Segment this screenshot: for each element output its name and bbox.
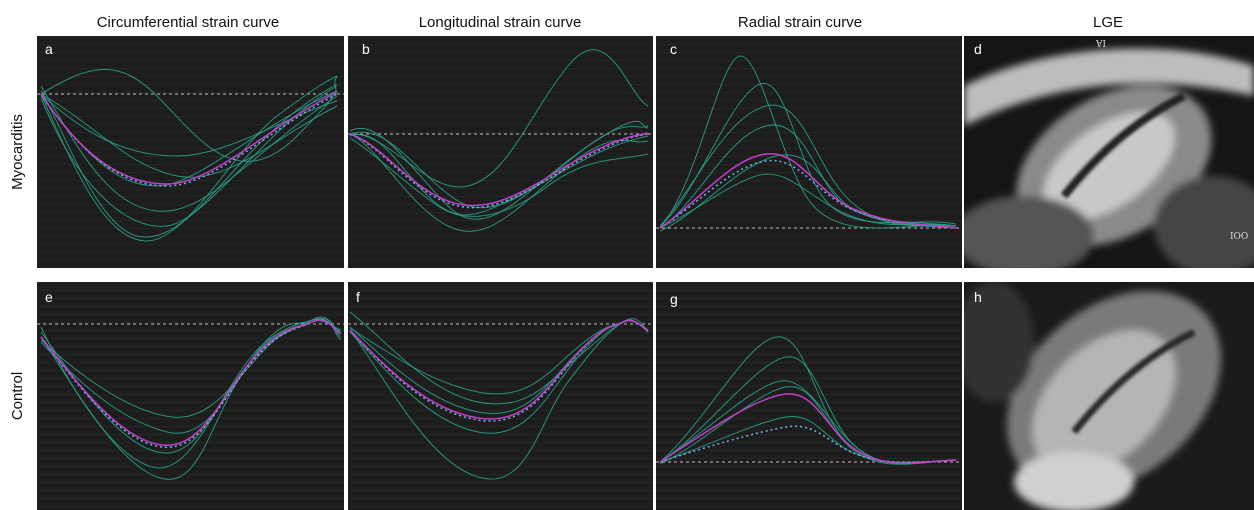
strain-panel: b: [347, 36, 654, 268]
strain-panel: g: [655, 282, 963, 510]
panel-letter: f: [356, 289, 360, 305]
lge-image: d IA IOO: [964, 36, 1254, 268]
panel-letter: c: [670, 41, 677, 57]
column-header: Radial strain curve: [738, 14, 862, 31]
image-marker: IOO: [1230, 232, 1248, 242]
strain-panel: a: [36, 36, 345, 268]
panel-letter: h: [974, 289, 982, 305]
panel-letter: a: [45, 41, 53, 57]
strain-panel: f: [347, 282, 654, 510]
strain-panel: e: [36, 282, 345, 510]
column-header: Longitudinal strain curve: [419, 14, 582, 31]
row-label: Myocarditis: [9, 114, 26, 190]
column-header: Circumferential strain curve: [97, 14, 280, 31]
panel-letter: d: [974, 41, 982, 57]
column-header: LGE: [1093, 14, 1123, 31]
panel-letter: e: [45, 289, 53, 305]
panel-letter: g: [670, 291, 678, 307]
lge-image: h: [964, 282, 1254, 510]
strain-panel: c: [655, 36, 963, 268]
row-label: Control: [9, 372, 26, 420]
panel-letter: b: [362, 41, 370, 57]
image-marker: IA: [1095, 37, 1106, 47]
